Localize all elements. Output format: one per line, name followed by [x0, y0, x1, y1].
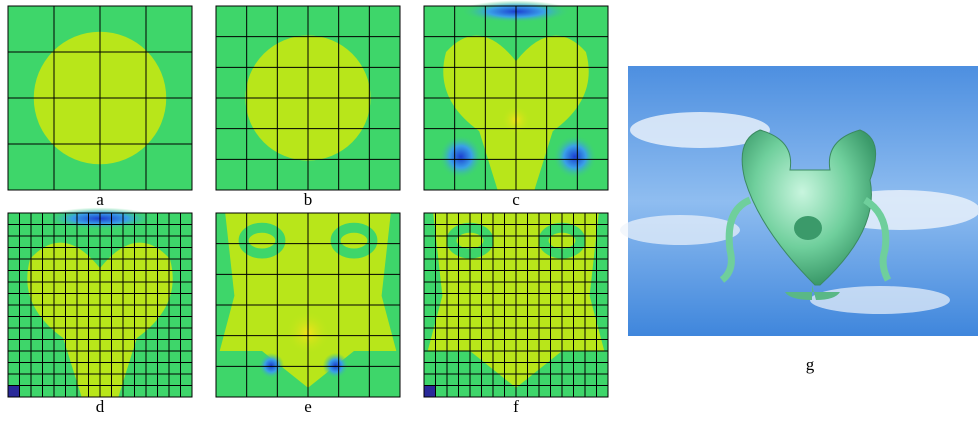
panel-label: d: [96, 397, 105, 416]
panel: [8, 6, 192, 190]
panel-label: b: [304, 190, 313, 209]
cloud: [810, 286, 950, 314]
blue-spot: [553, 135, 597, 179]
blue-spot: [323, 353, 349, 379]
panel-g-image: [620, 66, 979, 336]
panel-label: a: [96, 190, 104, 209]
cloud: [620, 215, 740, 245]
panel-label: c: [512, 190, 520, 209]
figure: a b c d e f g: [0, 0, 979, 422]
corner-cell: [8, 385, 20, 397]
panel: [216, 6, 400, 190]
panel: [424, 0, 608, 190]
panel: [216, 213, 400, 397]
panel-label: g: [806, 355, 815, 374]
vase-mouth: [794, 216, 822, 240]
blue-spot: [258, 353, 284, 379]
panel-label: f: [513, 397, 519, 416]
panel-label: e: [304, 397, 312, 416]
corner-cell: [424, 385, 436, 397]
panel: [424, 213, 608, 397]
panel: [8, 207, 192, 397]
blue-spot: [439, 135, 483, 179]
